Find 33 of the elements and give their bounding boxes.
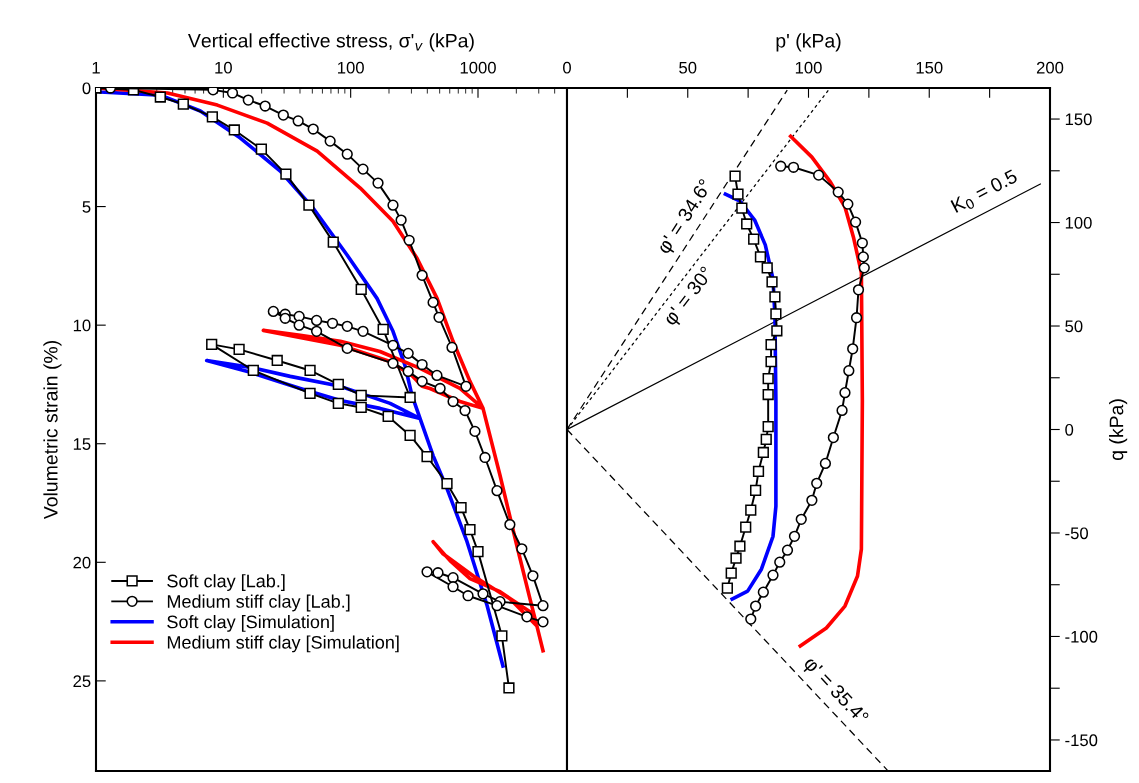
y-tick-label: 100 [1065, 216, 1092, 229]
y-axis-title: q (kPa) [1109, 399, 1128, 461]
legend-label: Medium stiff clay [Lab.] [167, 594, 350, 612]
y-tick-label: 0 [82, 82, 91, 95]
x-tick-label: 1000 [460, 61, 496, 74]
x-tick-label: 100 [338, 61, 364, 74]
x-tick-label: 50 [679, 61, 697, 74]
y-tick-label: 50 [1065, 320, 1083, 333]
legend-label: Medium stiff clay [Simulation] [167, 635, 399, 653]
y-tick-label: -100 [1065, 630, 1098, 643]
y-tick-label: 25 [73, 675, 91, 688]
x-tick-label: 1 [92, 61, 100, 74]
x-tick-label: 0 [563, 61, 571, 74]
annotation: φ' = 35.4° [800, 655, 870, 728]
y-axis-title: Volumetric strain (%) [43, 341, 62, 520]
x-tick-label: 150 [916, 61, 943, 74]
x-axis-title: Vertical effective stress, σ'$_{v}$ (kPa) [187, 33, 474, 52]
y-tick-label: 5 [82, 201, 91, 213]
y-tick-label: 150 [1065, 113, 1092, 126]
x-tick-label: 10 [215, 61, 232, 74]
annotation: φ' = 30° [662, 265, 717, 329]
y-tick-label: 15 [73, 438, 91, 450]
legend-label: Soft clay [Simulation] [167, 615, 334, 632]
x-tick-label: 100 [795, 61, 822, 74]
y-tick-label: -50 [1065, 527, 1089, 540]
y-tick-label: 10 [73, 319, 91, 332]
x-axis-title: p' (kPa) [776, 33, 841, 52]
annotation: K$_{0}$ = 0.5 [950, 168, 1020, 216]
y-tick-label: 20 [73, 556, 91, 569]
y-tick-label: -150 [1065, 734, 1098, 747]
x-tick-label: 200 [1036, 61, 1064, 74]
y-tick-label: 0 [1065, 423, 1074, 436]
legend-label: Soft clay [Lab.] [167, 574, 285, 591]
